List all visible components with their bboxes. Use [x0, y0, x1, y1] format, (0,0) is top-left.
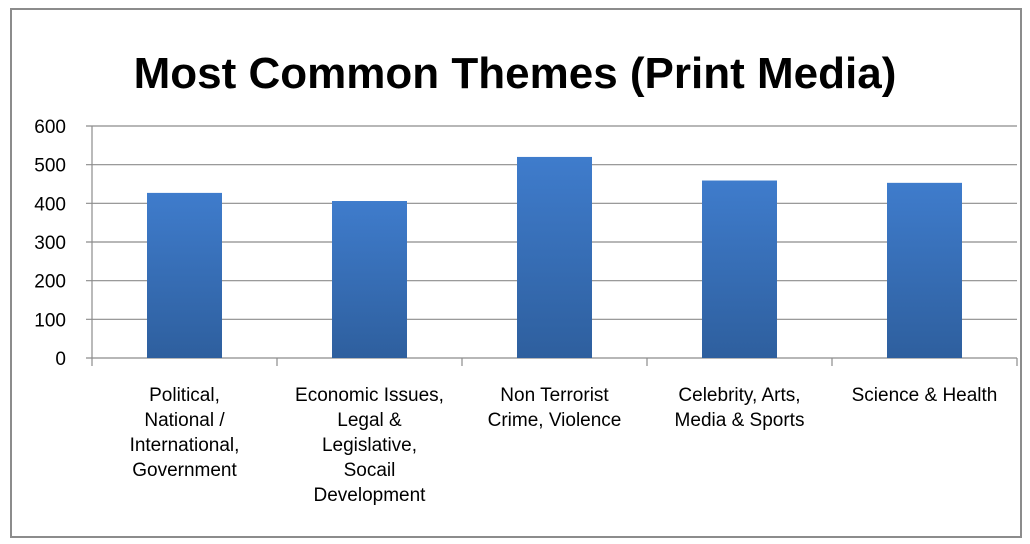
- x-axis: [91, 126, 1018, 366]
- bar: [887, 182, 962, 358]
- x-category-label: Political, National / International, Govern…: [130, 385, 240, 481]
- bar: [147, 192, 222, 358]
- y-tick-label: 300: [34, 233, 66, 254]
- x-category-label: Celebrity, Arts, Media & Sports: [675, 385, 805, 431]
- y-tick-label: 400: [34, 194, 66, 215]
- bars: [147, 156, 962, 358]
- y-tick-label: 200: [34, 272, 66, 293]
- y-axis-ticks: 0 100 200 300 400 500 600: [34, 117, 66, 370]
- bar: [332, 201, 407, 358]
- y-tick-label: 0: [55, 349, 66, 370]
- y-tick-label: 500: [34, 156, 66, 177]
- y-tick-label: 600: [34, 117, 66, 138]
- y-tick-label: 100: [34, 310, 66, 331]
- x-category-label: Non Terrorist Crime, Violence: [488, 385, 622, 431]
- bar: [517, 156, 592, 358]
- chart-title: Most Common Themes (Print Media): [134, 49, 897, 98]
- x-category-label: Science & Health: [852, 385, 998, 406]
- x-category-label: Economic Issues, Legal & Legislative, Socai…: [295, 385, 444, 506]
- x-axis-category-labels: Political, National / International, Govern…: [130, 385, 998, 506]
- bar: [702, 180, 777, 358]
